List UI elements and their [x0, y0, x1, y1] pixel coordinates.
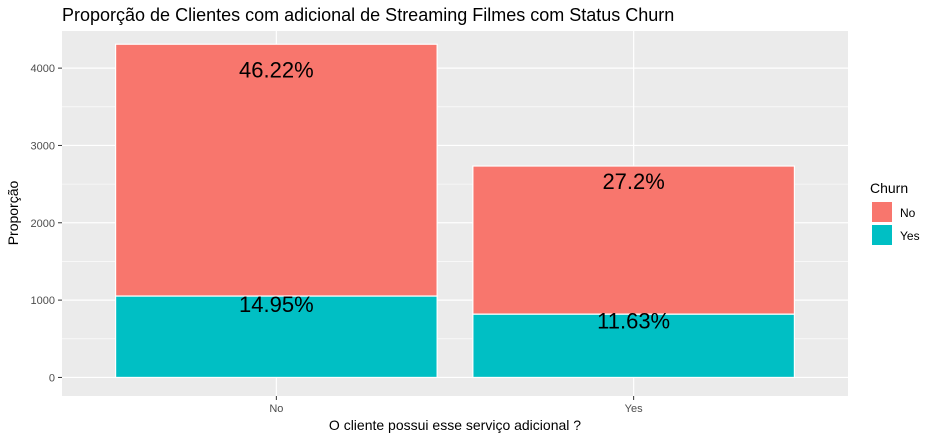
bar-no-no — [114, 43, 438, 297]
x-axis-ticks: No Yes — [269, 396, 643, 415]
y-tick-label: 4000 — [31, 63, 55, 75]
y-tick-label: 2000 — [31, 218, 55, 230]
bar-data-label: 27.2% — [602, 169, 664, 194]
y-axis-title: Proporção — [5, 180, 21, 245]
y-axis-ticks: 0 1000 2000 3000 4000 — [31, 63, 62, 384]
bar-yes-no — [114, 295, 438, 379]
x-axis-title: O cliente possui esse serviço adicional … — [329, 417, 581, 433]
bar-data-label: 14.95% — [239, 292, 314, 317]
bar-labels-layer: 14.95% 46.22% 11.63% 27.2% — [239, 57, 670, 333]
y-tick-label: 0 — [49, 372, 55, 384]
legend: Churn No Yes — [870, 180, 920, 245]
legend-title: Churn — [870, 180, 908, 196]
legend-label: Yes — [900, 229, 920, 243]
chart-title: Proporção de Clientes com adicional de S… — [62, 5, 674, 25]
bar-yes-yes — [472, 313, 796, 379]
bars-layer — [114, 43, 796, 379]
legend-key-no — [872, 202, 892, 222]
bar-no-yes — [472, 165, 796, 315]
legend-key-yes — [872, 225, 892, 245]
bar-data-label: 11.63% — [597, 308, 670, 333]
x-tick-label: No — [269, 403, 283, 415]
y-tick-label: 1000 — [31, 295, 55, 307]
x-tick-label: Yes — [625, 403, 643, 415]
y-tick-label: 3000 — [31, 140, 55, 152]
legend-label: No — [900, 206, 916, 220]
bar-data-label: 46.22% — [239, 57, 314, 82]
